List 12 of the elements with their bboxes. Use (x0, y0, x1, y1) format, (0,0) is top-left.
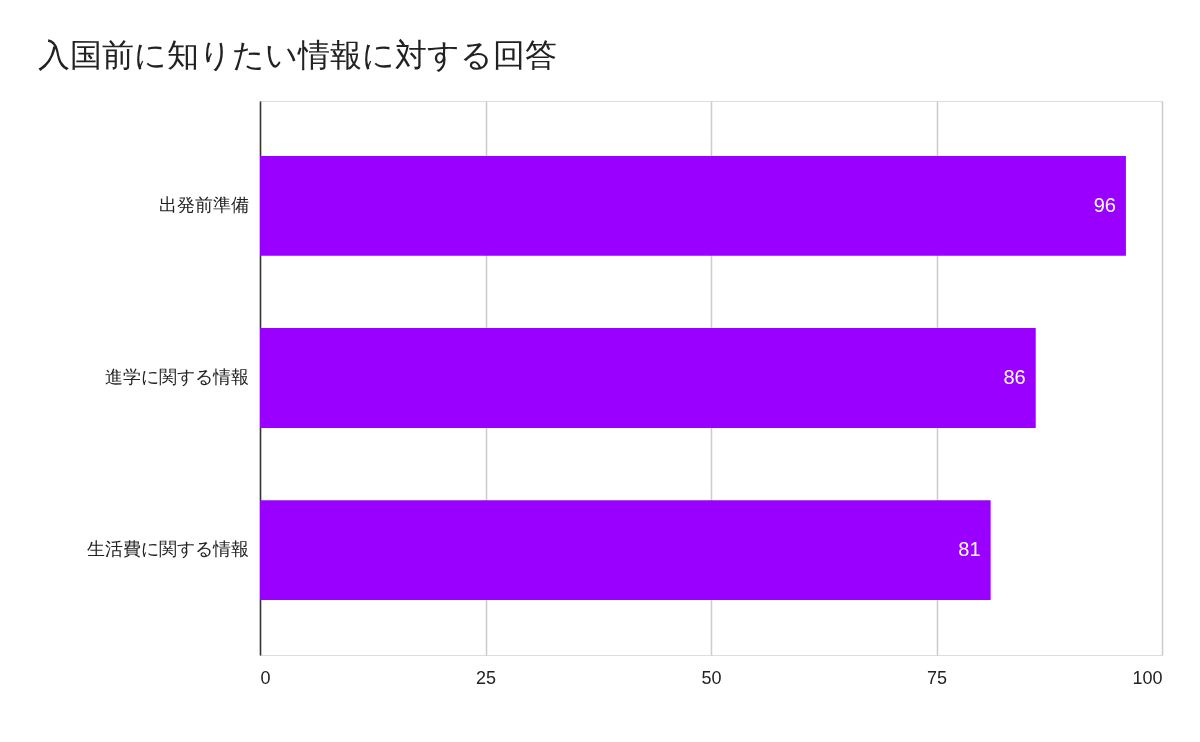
y-tick-label: 進学に関する情報 (104, 367, 249, 387)
x-tick-label: 0 (260, 667, 271, 688)
x-tick-label: 100 (1132, 667, 1163, 688)
x-tick-label: 50 (701, 667, 722, 688)
y-tick-label: 生活費に関する情報 (86, 539, 249, 560)
chart-title: 入国前に知りたい情報に対する回答 (38, 37, 557, 73)
data-label: 96 (1093, 193, 1116, 216)
y-tick-label: 出発前準備 (158, 194, 249, 215)
data-label: 81 (958, 538, 981, 561)
x-tick-label: 75 (926, 667, 948, 688)
data-label: 86 (1003, 366, 1026, 388)
x-tick-label: 25 (475, 667, 497, 688)
